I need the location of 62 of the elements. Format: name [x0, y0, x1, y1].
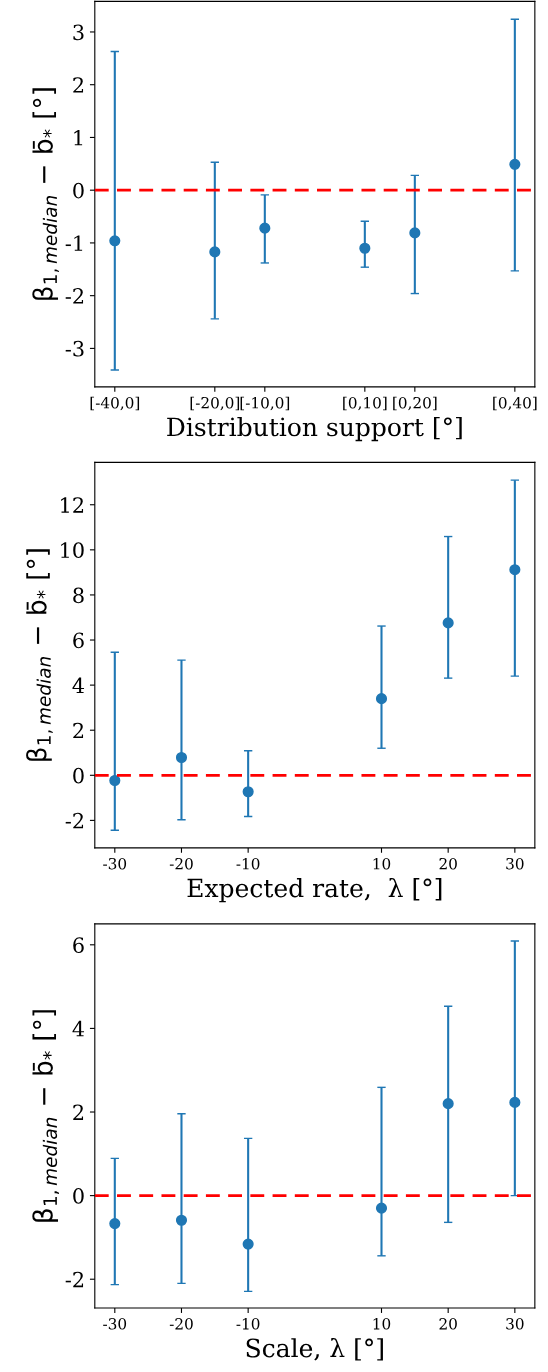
x-tick-label: -20: [169, 857, 193, 870]
point: [509, 158, 521, 170]
y-tick-label: -1: [65, 235, 83, 251]
point: [209, 246, 221, 258]
x-tick-label: [0,10]: [343, 396, 387, 411]
y-tick-label: -2: [65, 1271, 84, 1288]
x-axis-title: Distribution support [°]: [167, 416, 462, 442]
point: [409, 227, 421, 239]
y-tick-label: 8: [73, 587, 84, 604]
y-tick-label: 4: [72, 677, 85, 694]
point: [109, 235, 121, 247]
point: [109, 774, 121, 787]
point: [375, 693, 388, 705]
y-tick-label: 1: [74, 129, 83, 146]
point: [442, 1098, 454, 1110]
x-tick-label: 10: [373, 857, 391, 870]
point: [242, 786, 254, 798]
x-tick-label: [-20,0]: [190, 396, 240, 411]
y-tick-label: 0: [73, 182, 84, 199]
point: [375, 1202, 388, 1214]
x-tick-label: -20: [169, 1318, 193, 1330]
x-tick-label: [-10,0]: [240, 396, 290, 411]
y-tick-label: 2: [73, 722, 84, 739]
y-axis-title: β$_{1,median}$ − b̄$_{*}$ [°]: [26, 549, 53, 761]
x-tick-label: 20: [439, 857, 457, 870]
x-tick-label: [-40,0]: [90, 396, 140, 411]
point: [509, 564, 521, 576]
x-tick-label: 20: [439, 1318, 457, 1330]
x-tick-label: -10: [236, 857, 260, 870]
y-tick-label: -2: [65, 288, 84, 304]
point: [242, 1238, 254, 1250]
y-tick-label: -3: [65, 340, 84, 357]
x-tick-label: -10: [236, 1318, 260, 1330]
x-tick-label: 30: [506, 857, 524, 870]
point: [442, 617, 454, 629]
y-axis-title: β$_{1,median}$ − b̄$_{*}$ [°]: [32, 1010, 60, 1222]
y-axis-title: β$_{1,median}$ − b̄$_{*}$ [°]: [32, 88, 60, 300]
x-tick-label: [0,20]: [393, 396, 437, 411]
y-tick-label: 12: [61, 497, 84, 513]
point: [175, 751, 188, 764]
y-tick-label: 2: [73, 77, 84, 93]
y-tick-label: -2: [65, 812, 84, 829]
y-tick-label: 0: [73, 1188, 84, 1204]
y-tick-label: 6: [73, 632, 84, 649]
y-tick-label: 6: [73, 937, 84, 954]
x-tick-label: 10: [373, 1318, 391, 1330]
y-tick-label: 2: [73, 1104, 84, 1120]
x-axis-title: Expected rate, λ [°]: [187, 877, 442, 903]
y-tick-label: 3: [73, 24, 84, 41]
point: [359, 242, 371, 254]
y-tick-label: 4: [72, 1020, 85, 1037]
x-axis-title: Scale, λ [°]: [246, 1338, 383, 1361]
point: [109, 1218, 121, 1230]
x-tick-label: 30: [506, 1318, 524, 1330]
y-tick-label: 0: [73, 767, 84, 784]
point: [175, 1214, 188, 1226]
y-tick-label: 10: [61, 542, 84, 559]
point: [259, 222, 271, 234]
x-tick-label: [0,40]: [493, 396, 537, 411]
point: [509, 1096, 521, 1108]
x-tick-label: -30: [103, 857, 127, 870]
x-tick-label: -30: [103, 1318, 127, 1330]
